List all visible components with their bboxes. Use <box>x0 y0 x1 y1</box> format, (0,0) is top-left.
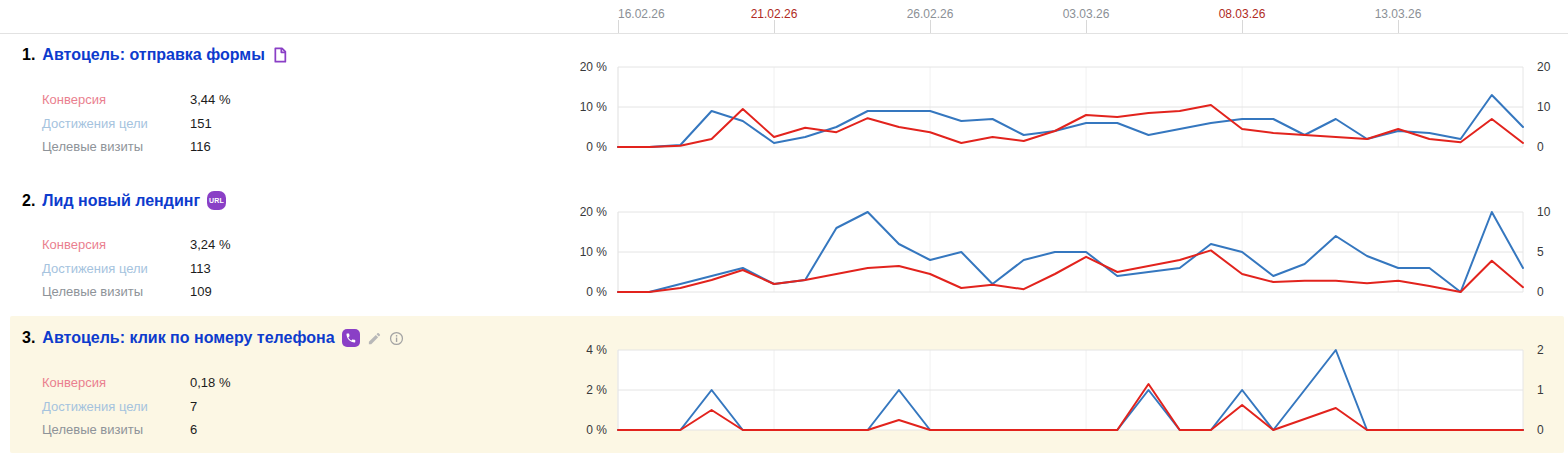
metric-target-visits: Целевые визиты 116 <box>42 135 230 159</box>
date-tick <box>1242 20 1243 33</box>
goal-row: 1. Автоцель: отправка формы Конверсия 3,… <box>0 33 1568 178</box>
metric-conversion: Конверсия 0,18 % <box>42 371 230 395</box>
date-tick-label: 03.03.26 <box>1063 7 1110 21</box>
goal-row: 2. Лид новый лендинг URL Конверсия 3,24 … <box>0 178 1568 316</box>
y-axis-label-left: 0 % <box>540 140 607 154</box>
date-axis-header: 16.02.26 21.02.26 26.02.26 03.03.26 08.0… <box>0 0 1568 34</box>
info-icon[interactable] <box>389 331 404 346</box>
metric-label: Достижения цели <box>42 257 190 281</box>
goal-index: 3. <box>22 329 35 347</box>
goal-metrics: Конверсия 0,18 % Достижения цели 7 Целев… <box>42 371 230 442</box>
y-axis-label-right: 2 <box>1537 343 1544 357</box>
metric-label: Конверсия <box>42 233 190 257</box>
goal-index: 1. <box>22 46 35 64</box>
y-axis-label-left: 0 % <box>540 285 607 299</box>
date-tick-label: 08.03.26 <box>1219 7 1266 21</box>
date-tick <box>1086 20 1087 33</box>
phone-goal-icon <box>342 329 360 347</box>
y-axis-label-right: 20 <box>1537 60 1550 74</box>
form-goal-icon <box>272 46 288 64</box>
metric-value: 113 <box>190 257 211 281</box>
y-axis-label-left: 20 % <box>540 60 607 74</box>
date-tick-label: 13.03.26 <box>1375 7 1422 21</box>
metric-value: 116 <box>190 135 211 159</box>
metric-value: 7 <box>190 395 197 419</box>
metric-value: 3,24 % <box>190 233 230 257</box>
y-axis-label-left: 0 % <box>540 423 607 437</box>
metric-label: Целевые визиты <box>42 280 190 304</box>
goal-metrics: Конверсия 3,24 % Достижения цели 113 Цел… <box>42 233 230 304</box>
y-axis-label-right: 0 <box>1537 285 1544 299</box>
y-axis-label-right: 0 <box>1537 423 1544 437</box>
y-axis-label-left: 4 % <box>540 343 607 357</box>
metric-value: 151 <box>190 112 212 136</box>
url-goal-icon: URL <box>207 191 226 210</box>
metric-goal-reaches: Достижения цели 113 <box>42 257 230 281</box>
goal-index: 2. <box>22 192 35 210</box>
metric-conversion: Конверсия 3,24 % <box>42 233 230 257</box>
goal-title-link[interactable]: Автоцель: отправка формы <box>42 46 264 64</box>
metric-target-visits: Целевые визиты 6 <box>42 418 230 442</box>
metric-label: Целевые визиты <box>42 418 190 442</box>
y-axis-label-left: 2 % <box>540 383 607 397</box>
y-axis-label-left: 20 % <box>540 205 607 219</box>
date-tick-label: 16.02.26 <box>618 7 665 21</box>
goals-report-screen: 16.02.26 21.02.26 26.02.26 03.03.26 08.0… <box>0 0 1568 453</box>
metric-label: Достижения цели <box>42 112 190 136</box>
y-axis-label-left: 10 % <box>540 245 607 259</box>
date-tick-label: 26.02.26 <box>907 7 954 21</box>
metric-value: 109 <box>190 280 212 304</box>
metric-label: Достижения цели <box>42 395 190 419</box>
goal-trend-chart[interactable] <box>618 67 1523 147</box>
metric-label: Конверсия <box>42 88 190 112</box>
goal-trend-chart[interactable] <box>618 212 1523 292</box>
goal-title-link[interactable]: Автоцель: клик по номеру телефона <box>42 329 334 347</box>
date-tick-label: 21.02.26 <box>751 7 798 21</box>
date-tick <box>1398 20 1399 33</box>
metric-label: Целевые визиты <box>42 135 190 159</box>
date-tick <box>618 20 619 33</box>
metric-goal-reaches: Достижения цели 7 <box>42 395 230 419</box>
y-axis-label-right: 1 <box>1537 383 1544 397</box>
edit-goal-icon[interactable] <box>367 331 382 346</box>
metric-goal-reaches: Достижения цели 151 <box>42 112 230 136</box>
metric-target-visits: Целевые визиты 109 <box>42 280 230 304</box>
y-axis-label-right: 10 <box>1537 205 1550 219</box>
metric-value: 6 <box>190 418 197 442</box>
goal-metrics: Конверсия 3,44 % Достижения цели 151 Цел… <box>42 88 230 159</box>
metric-value: 0,18 % <box>190 371 230 395</box>
goal-trend-chart[interactable] <box>618 350 1523 430</box>
y-axis-label-right: 0 <box>1537 140 1544 154</box>
metric-value: 3,44 % <box>190 88 230 112</box>
goal-title-link[interactable]: Лид новый лендинг <box>42 192 200 210</box>
y-axis-label-right: 10 <box>1537 100 1550 114</box>
metric-conversion: Конверсия 3,44 % <box>42 88 230 112</box>
date-tick <box>930 20 931 33</box>
metric-label: Конверсия <box>42 371 190 395</box>
y-axis-label-left: 10 % <box>540 100 607 114</box>
date-tick <box>774 20 775 33</box>
y-axis-label-right: 5 <box>1537 245 1544 259</box>
goal-row-highlighted: 3. Автоцель: клик по номеру телефона Кон… <box>0 316 1568 453</box>
